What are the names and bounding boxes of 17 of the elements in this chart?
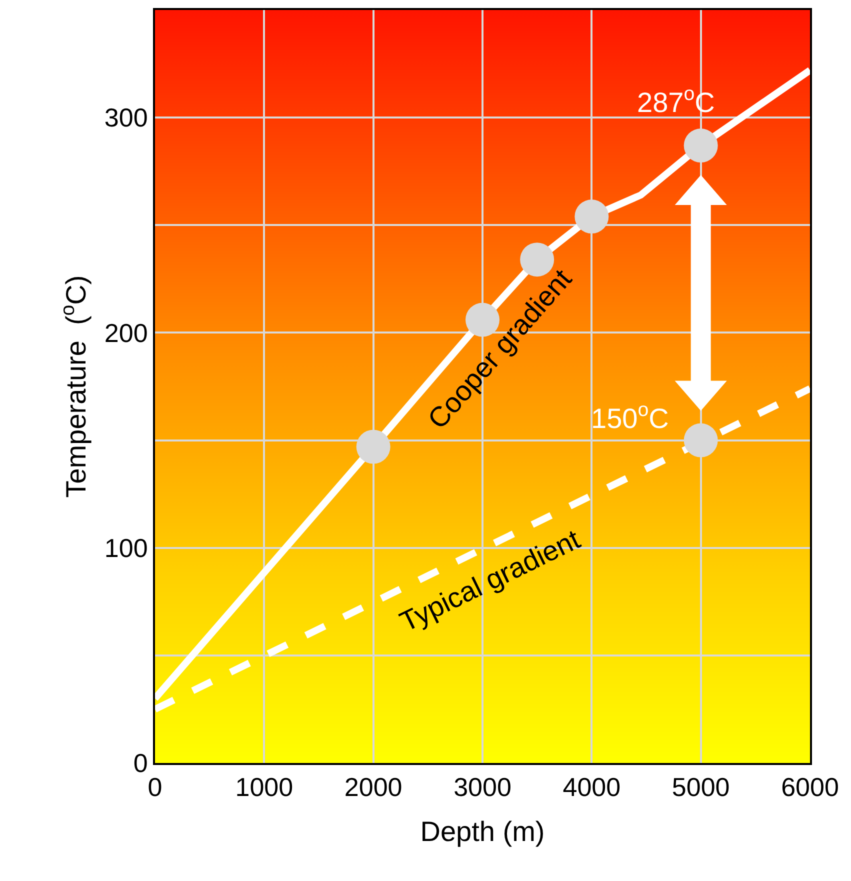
y-tick-label: 100 [104,532,148,563]
point [466,302,500,337]
y-tick-label: 0 [133,748,148,778]
point [684,128,718,163]
point [356,430,390,464]
y-tick-label: 200 [104,318,148,348]
x-tick-label: 4000 [562,772,621,802]
x-tick-label: 2000 [344,772,402,802]
x-axis-title: Depth (m) [420,816,545,847]
annotation: 150$^{o}$C [591,399,669,434]
x-tick-label: 1000 [235,772,294,802]
x-tick-label: 5000 [672,772,730,802]
point [574,200,609,234]
x-tick-label: 3000 [454,772,512,802]
y-tick-label: 300 [104,102,148,133]
point [684,423,718,458]
x-tick-label: 6000 [781,772,839,802]
